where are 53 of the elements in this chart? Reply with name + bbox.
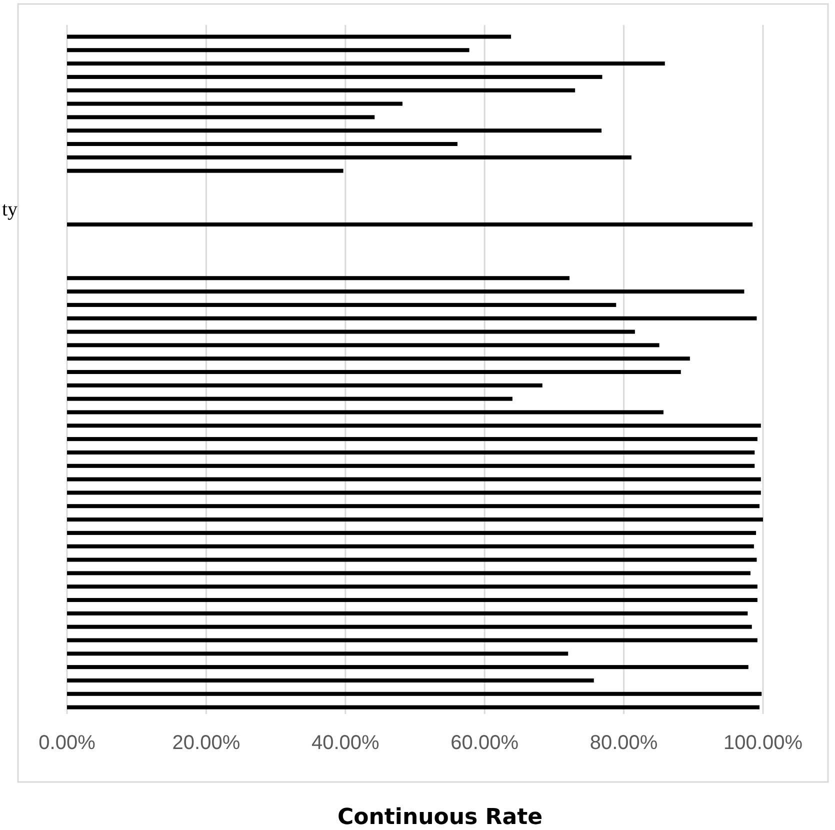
bar xyxy=(67,598,758,602)
bar xyxy=(67,558,757,562)
bar xyxy=(67,396,512,401)
bar xyxy=(67,504,760,508)
bar xyxy=(67,437,758,442)
bar xyxy=(67,302,616,307)
y-tick-label: ty xyxy=(2,198,18,221)
bar xyxy=(67,410,664,414)
bar xyxy=(67,624,752,629)
bar xyxy=(67,638,758,642)
bar xyxy=(67,584,758,589)
bar xyxy=(67,74,602,79)
bar xyxy=(67,490,761,495)
bar xyxy=(67,48,470,52)
bar xyxy=(67,678,594,682)
x-tick-label: 100.00% xyxy=(724,732,803,754)
bar xyxy=(67,611,748,616)
bar xyxy=(67,88,576,92)
bar xyxy=(67,62,665,66)
bar xyxy=(67,370,681,374)
bar xyxy=(67,316,757,320)
x-axis-title: Continuous Rate xyxy=(337,805,543,830)
bar xyxy=(67,665,748,670)
bar xyxy=(67,115,375,120)
bar xyxy=(67,168,344,173)
bar xyxy=(67,518,763,522)
bar xyxy=(67,424,761,428)
bar xyxy=(67,102,402,106)
bar xyxy=(67,290,744,294)
bar xyxy=(67,343,660,348)
bar xyxy=(67,222,753,226)
bar xyxy=(67,142,458,146)
bar xyxy=(67,477,761,482)
bar xyxy=(67,692,762,696)
bar xyxy=(67,652,568,656)
bar xyxy=(67,34,512,39)
bar xyxy=(67,571,750,576)
x-tick-label: 20.00% xyxy=(172,732,240,754)
x-tick-label: 60.00% xyxy=(450,732,519,754)
bar xyxy=(67,383,542,388)
bar xyxy=(67,530,756,535)
bar xyxy=(67,464,755,468)
x-tick-label: 0.00% xyxy=(38,732,96,754)
bar xyxy=(67,330,635,334)
bar xyxy=(67,705,760,710)
bar xyxy=(67,155,632,160)
bar xyxy=(67,356,690,361)
bar xyxy=(67,128,602,133)
x-tick-label: 80.00% xyxy=(590,732,658,754)
bar xyxy=(67,276,570,280)
bar xyxy=(67,450,755,454)
bar xyxy=(67,544,754,548)
x-tick-label: 40.00% xyxy=(311,732,380,754)
